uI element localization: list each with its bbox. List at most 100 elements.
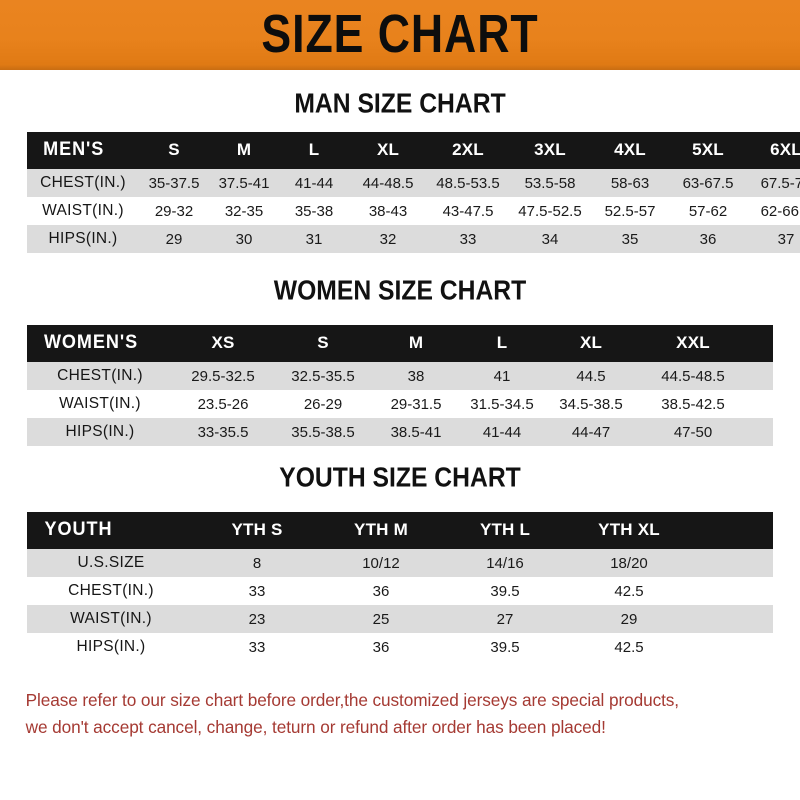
table-row: CHEST(IN.) 29.5-32.5 32.5-35.5 38 41 44.… <box>27 362 773 390</box>
youth-ussize-m: 10/12 <box>319 549 443 577</box>
women-hips-s: 35.5-38.5 <box>273 418 373 446</box>
youth-hips-empty <box>691 633 773 661</box>
table-row: WAIST(IN.) 29-32 32-35 35-38 38-43 43-47… <box>27 197 800 225</box>
youth-table-header: YOUTH YTH S YTH M YTH L YTH XL <box>27 512 773 549</box>
youth-waist-m: 25 <box>319 605 443 633</box>
women-col-s: S <box>317 333 329 352</box>
man-chest-l: 41-44 <box>279 169 349 197</box>
youth-col-xl: YTH XL <box>598 520 660 539</box>
man-hips-6xl: 37 <box>747 225 800 253</box>
man-chest-5xl: 63-67.5 <box>669 169 747 197</box>
man-col-xl: XL <box>376 140 400 159</box>
man-table-body: CHEST(IN.) 35-37.5 37.5-41 41-44 44-48.5… <box>27 169 800 253</box>
man-col-2xl: 2XL <box>452 140 484 159</box>
man-hips-2xl: 33 <box>427 225 509 253</box>
women-hips-xl: 44-47 <box>545 418 637 446</box>
youth-ussize-xl: 18/20 <box>567 549 691 577</box>
youth-row-header-label: YOUTH <box>44 519 113 540</box>
youth-waist-s: 23 <box>195 605 319 633</box>
spacer-women-title <box>0 303 800 325</box>
man-hips-l: 31 <box>279 225 349 253</box>
women-col-empty <box>749 325 773 362</box>
youth-hips-m: 36 <box>319 633 443 661</box>
man-row-header-label: MEN'S <box>43 139 105 160</box>
women-col-xs: XS <box>211 333 235 352</box>
man-waist-m: 32-35 <box>209 197 279 225</box>
women-hips-empty <box>749 418 773 446</box>
man-row-label-waist: WAIST(IN.) <box>27 197 139 225</box>
spacer-before-disclaimer <box>0 661 800 687</box>
youth-table-body: U.S.SIZE 8 10/12 14/16 18/20 CHEST(IN.) … <box>27 549 773 661</box>
man-hips-m: 30 <box>209 225 279 253</box>
man-hips-5xl: 36 <box>669 225 747 253</box>
youth-hips-s: 33 <box>195 633 319 661</box>
youth-row-label-waist: WAIST(IN.) <box>27 605 195 633</box>
youth-chest-empty <box>691 577 773 605</box>
youth-size-table: YOUTH YTH S YTH M YTH L YTH XL U.S.SIZE … <box>27 512 773 661</box>
man-waist-xl: 38-43 <box>349 197 427 225</box>
women-size-table: WOMEN'S XS S M L XL XXL CHEST(IN.) 29.5-… <box>27 325 773 446</box>
man-waist-s: 29-32 <box>139 197 209 225</box>
table-row: U.S.SIZE 8 10/12 14/16 18/20 <box>27 549 773 577</box>
man-waist-2xl: 43-47.5 <box>427 197 509 225</box>
man-waist-4xl: 52.5-57 <box>591 197 669 225</box>
man-col-5xl: 5XL <box>692 140 724 159</box>
spacer-youth-title <box>0 490 800 512</box>
youth-row-label-chest: CHEST(IN.) <box>27 577 195 605</box>
man-chest-s: 35-37.5 <box>139 169 209 197</box>
youth-chest-l: 39.5 <box>443 577 567 605</box>
women-waist-xl: 34.5-38.5 <box>545 390 637 418</box>
youth-waist-xl: 29 <box>567 605 691 633</box>
women-chest-s: 32.5-35.5 <box>273 362 373 390</box>
women-waist-xxl: 38.5-42.5 <box>637 390 749 418</box>
man-chest-m: 37.5-41 <box>209 169 279 197</box>
women-row-label-chest: CHEST(IN.) <box>27 362 173 390</box>
women-chest-l: 41 <box>459 362 545 390</box>
header-banner: SIZE CHART <box>0 0 800 72</box>
youth-col-s: YTH S <box>231 520 283 539</box>
man-col-6xl: 6XL <box>770 140 800 159</box>
table-row: WAIST(IN.) 23 25 27 29 <box>27 605 773 633</box>
table-row: CHEST(IN.) 33 36 39.5 42.5 <box>27 577 773 605</box>
man-chest-2xl: 48.5-53.5 <box>427 169 509 197</box>
man-row-label-chest: CHEST(IN.) <box>27 169 139 197</box>
man-waist-6xl: 62-66.5 <box>747 197 800 225</box>
women-waist-empty <box>749 390 773 418</box>
women-chest-xl: 44.5 <box>545 362 637 390</box>
disclaimer-line-1: Please refer to our size chart before or… <box>25 690 680 710</box>
man-waist-5xl: 57-62 <box>669 197 747 225</box>
man-col-3xl: 3XL <box>534 140 566 159</box>
table-row: HIPS(IN.) 33-35.5 35.5-38.5 38.5-41 41-4… <box>27 418 773 446</box>
man-waist-3xl: 47.5-52.5 <box>509 197 591 225</box>
man-chest-3xl: 53.5-58 <box>509 169 591 197</box>
man-section-title: MAN SIZE CHART <box>294 86 506 120</box>
women-chest-xs: 29.5-32.5 <box>173 362 273 390</box>
women-table-header: WOMEN'S XS S M L XL XXL <box>27 325 773 362</box>
women-header-row: WOMEN'S XS S M L XL XXL <box>27 325 773 362</box>
women-col-xl: XL <box>579 333 603 352</box>
man-header-row: MEN'S S M L XL 2XL 3XL 4XL 5XL 6XL <box>27 132 800 169</box>
table-row: WAIST(IN.) 23.5-26 26-29 29-31.5 31.5-34… <box>27 390 773 418</box>
women-table-body: CHEST(IN.) 29.5-32.5 32.5-35.5 38 41 44.… <box>27 362 773 446</box>
man-chest-6xl: 67.5-72 <box>747 169 800 197</box>
youth-chest-m: 36 <box>319 577 443 605</box>
women-waist-s: 26-29 <box>273 390 373 418</box>
youth-size-chart-block: YOUTH YTH S YTH M YTH L YTH XL U.S.SIZE … <box>0 512 800 661</box>
women-row-label-waist: WAIST(IN.) <box>27 390 173 418</box>
youth-row-label-ussize: U.S.SIZE <box>27 549 195 577</box>
women-row-label-hips: HIPS(IN.) <box>27 418 173 446</box>
women-hips-l: 41-44 <box>459 418 545 446</box>
man-col-s: S <box>168 140 180 159</box>
youth-chest-s: 33 <box>195 577 319 605</box>
man-hips-3xl: 34 <box>509 225 591 253</box>
youth-ussize-empty <box>691 549 773 577</box>
order-disclaimer: Please refer to our size chart before or… <box>0 687 788 741</box>
man-chest-4xl: 58-63 <box>591 169 669 197</box>
man-hips-xl: 32 <box>349 225 427 253</box>
women-row-header-label: WOMEN'S <box>43 332 139 353</box>
table-row: CHEST(IN.) 35-37.5 37.5-41 41-44 44-48.5… <box>27 169 800 197</box>
man-size-chart-block: MEN'S S M L XL 2XL 3XL 4XL 5XL 6XL CHEST… <box>0 132 800 253</box>
youth-row-label-hips: HIPS(IN.) <box>27 633 195 661</box>
women-waist-m: 29-31.5 <box>373 390 459 418</box>
